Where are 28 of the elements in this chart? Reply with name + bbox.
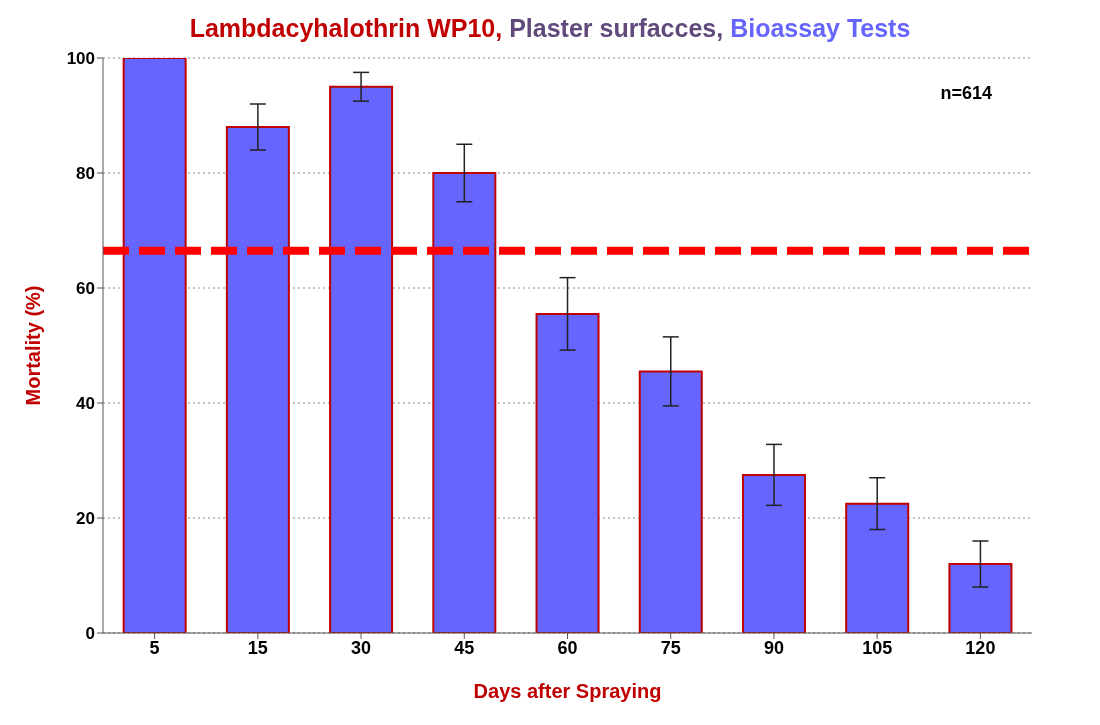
x-axis-title: Days after Spraying [473,680,662,702]
bar [432,172,497,633]
bar [948,563,1013,633]
x-tick-label: 60 [557,637,578,658]
y-tick-label: 20 [76,509,95,529]
x-tick-label: 15 [247,637,268,658]
y-tick-label: 60 [76,279,95,299]
bar [638,370,703,633]
bar [535,312,600,633]
x-tick-label: 45 [454,637,475,658]
chart-title: Lambdacyhalothrin WP10, Plaster surfacces, Bioassay Tests [189,14,911,42]
bar [329,85,394,633]
bar [225,126,290,633]
y-axis-title: Mortality (%) [22,285,45,406]
bar [845,502,910,633]
bar [122,58,187,633]
y-tick-label: 80 [76,164,95,184]
x-tick-label: 30 [351,637,372,658]
x-tick-label: 90 [763,637,784,658]
bar [741,473,806,633]
x-tick-label: 5 [149,637,160,658]
x-tick-label: 75 [660,637,681,658]
x-tick-label: 105 [862,637,893,658]
y-tick-label: 100 [66,49,95,69]
y-tick-label: 40 [76,394,95,414]
y-tick-label: 0 [85,624,95,644]
x-tick-label: 120 [965,637,996,658]
annotation: n=614 [940,83,992,104]
